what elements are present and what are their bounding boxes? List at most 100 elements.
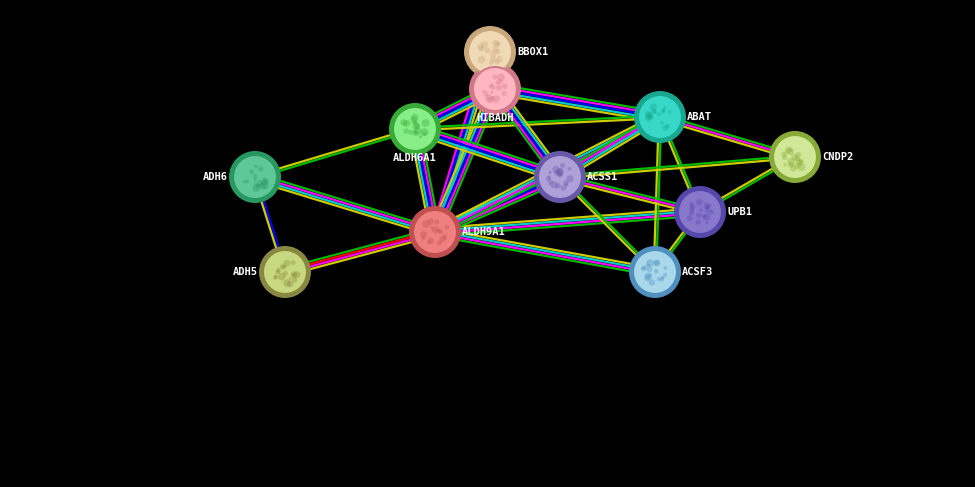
Circle shape — [783, 163, 787, 167]
Circle shape — [253, 184, 260, 192]
Circle shape — [421, 119, 430, 127]
Circle shape — [490, 85, 495, 90]
Circle shape — [413, 210, 457, 254]
Text: BBOX1: BBOX1 — [517, 47, 548, 57]
Circle shape — [490, 51, 496, 57]
Circle shape — [646, 263, 650, 267]
Circle shape — [389, 103, 441, 155]
Circle shape — [253, 174, 257, 179]
Circle shape — [689, 207, 694, 212]
Circle shape — [477, 43, 484, 50]
Circle shape — [647, 113, 652, 119]
Circle shape — [798, 160, 802, 165]
Circle shape — [292, 277, 297, 283]
Circle shape — [494, 59, 500, 64]
Circle shape — [414, 123, 420, 129]
Circle shape — [648, 279, 655, 286]
Circle shape — [409, 206, 461, 258]
Circle shape — [440, 236, 446, 242]
Circle shape — [538, 155, 582, 199]
Text: ALDH9A1: ALDH9A1 — [462, 227, 506, 237]
Circle shape — [255, 184, 260, 189]
Circle shape — [261, 182, 269, 189]
Circle shape — [289, 277, 292, 280]
Circle shape — [284, 260, 291, 267]
Circle shape — [490, 96, 495, 101]
Circle shape — [555, 183, 561, 189]
Circle shape — [490, 91, 493, 94]
Circle shape — [410, 116, 417, 124]
Circle shape — [445, 225, 449, 229]
Circle shape — [497, 74, 505, 81]
Circle shape — [657, 277, 661, 281]
Circle shape — [642, 265, 646, 271]
Circle shape — [287, 281, 293, 287]
Circle shape — [262, 177, 266, 181]
Circle shape — [283, 271, 288, 276]
Circle shape — [662, 107, 666, 110]
Circle shape — [501, 91, 507, 96]
Circle shape — [552, 166, 560, 173]
Circle shape — [293, 271, 300, 279]
Circle shape — [233, 155, 277, 199]
Circle shape — [420, 231, 427, 238]
Circle shape — [496, 42, 500, 46]
Circle shape — [473, 67, 517, 111]
Circle shape — [492, 75, 497, 79]
Circle shape — [502, 83, 508, 89]
Circle shape — [649, 103, 657, 111]
Circle shape — [291, 261, 295, 265]
Circle shape — [276, 268, 281, 273]
Circle shape — [662, 125, 668, 131]
Circle shape — [495, 81, 499, 85]
Circle shape — [291, 271, 297, 278]
Circle shape — [550, 181, 558, 188]
Circle shape — [788, 162, 795, 168]
Circle shape — [644, 112, 652, 120]
Circle shape — [556, 168, 564, 176]
Circle shape — [651, 109, 656, 114]
Circle shape — [796, 152, 801, 158]
Circle shape — [661, 109, 665, 113]
Circle shape — [546, 176, 551, 182]
Circle shape — [686, 215, 692, 221]
Circle shape — [468, 30, 512, 74]
Circle shape — [641, 266, 645, 271]
Circle shape — [654, 260, 660, 266]
Circle shape — [282, 264, 287, 269]
Circle shape — [554, 170, 560, 176]
Circle shape — [557, 170, 563, 177]
Circle shape — [696, 220, 701, 225]
Circle shape — [705, 207, 711, 213]
Circle shape — [656, 112, 661, 116]
Circle shape — [790, 165, 797, 172]
Circle shape — [427, 218, 434, 225]
Circle shape — [292, 273, 295, 277]
Circle shape — [665, 124, 670, 129]
Circle shape — [486, 94, 492, 102]
Circle shape — [689, 202, 694, 207]
Circle shape — [696, 212, 702, 218]
Circle shape — [564, 180, 568, 186]
Circle shape — [663, 266, 667, 270]
Text: ALDH6A1: ALDH6A1 — [393, 153, 437, 163]
Circle shape — [548, 175, 551, 179]
Circle shape — [708, 204, 712, 207]
Circle shape — [492, 95, 500, 103]
Text: HIBADH: HIBADH — [476, 113, 514, 123]
Circle shape — [437, 240, 442, 245]
Circle shape — [413, 127, 421, 135]
Circle shape — [283, 279, 291, 287]
Circle shape — [469, 63, 521, 115]
Circle shape — [796, 158, 803, 166]
Circle shape — [703, 214, 711, 221]
Circle shape — [704, 203, 710, 209]
Circle shape — [481, 41, 488, 48]
Circle shape — [534, 151, 586, 203]
Circle shape — [654, 269, 658, 274]
Text: ACSS1: ACSS1 — [587, 172, 618, 182]
Circle shape — [644, 275, 650, 281]
Text: UPB1: UPB1 — [727, 207, 752, 217]
Circle shape — [489, 61, 493, 65]
Circle shape — [690, 205, 695, 210]
